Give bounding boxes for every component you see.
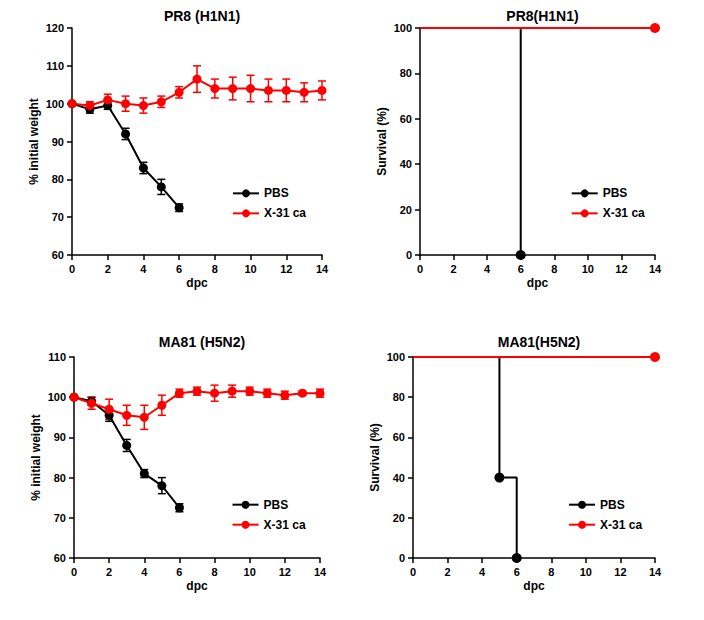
svg-text:12: 12 (614, 566, 626, 578)
svg-text:PBS: PBS (600, 498, 625, 512)
svg-text:60: 60 (400, 113, 412, 125)
svg-text:70: 70 (52, 211, 64, 223)
svg-text:14: 14 (649, 263, 662, 275)
svg-text:10: 10 (582, 263, 594, 275)
svg-text:12: 12 (279, 566, 291, 578)
svg-text:40: 40 (400, 158, 412, 170)
svg-text:6: 6 (176, 566, 182, 578)
svg-text:MA81 (H5N2): MA81 (H5N2) (159, 334, 245, 350)
svg-text:110: 110 (46, 60, 64, 72)
svg-text:12: 12 (280, 263, 292, 275)
svg-text:6: 6 (514, 566, 520, 578)
svg-text:0: 0 (417, 263, 423, 275)
svg-text:dpc: dpc (527, 276, 549, 290)
svg-text:Survival (%): Survival (%) (368, 423, 382, 492)
svg-text:60: 60 (54, 552, 66, 564)
svg-text:70: 70 (54, 512, 66, 524)
svg-text:PBS: PBS (603, 186, 628, 200)
svg-text:10: 10 (244, 566, 256, 578)
svg-text:100: 100 (394, 22, 412, 34)
svg-text:110: 110 (48, 351, 66, 363)
svg-text:14: 14 (316, 263, 329, 275)
svg-text:MA81(H5N2): MA81(H5N2) (498, 334, 580, 350)
svg-text:4: 4 (479, 566, 486, 578)
svg-text:8: 8 (212, 566, 218, 578)
svg-text:14: 14 (649, 566, 662, 578)
svg-text:4: 4 (484, 263, 491, 275)
svg-text:0: 0 (399, 552, 405, 564)
svg-text:6: 6 (176, 263, 182, 275)
svg-text:dpc: dpc (186, 276, 208, 290)
svg-text:X-31 ca: X-31 ca (600, 518, 642, 532)
svg-text:60: 60 (52, 249, 64, 261)
svg-text:100: 100 (46, 98, 64, 110)
svg-text:90: 90 (52, 136, 64, 148)
svg-text:10: 10 (580, 566, 592, 578)
svg-text:PBS: PBS (264, 186, 289, 200)
svg-text:% initial weight: % initial weight (29, 414, 43, 501)
svg-text:2: 2 (105, 263, 111, 275)
svg-text:4: 4 (141, 566, 148, 578)
svg-text:100: 100 (387, 351, 405, 363)
svg-text:0: 0 (71, 566, 77, 578)
svg-text:dpc: dpc (523, 579, 545, 593)
svg-text:12: 12 (615, 263, 627, 275)
svg-text:60: 60 (393, 431, 405, 443)
svg-text:20: 20 (400, 204, 412, 216)
svg-text:40: 40 (393, 472, 405, 484)
svg-text:90: 90 (54, 431, 66, 443)
svg-text:% initial weight: % initial weight (27, 98, 41, 185)
svg-text:8: 8 (548, 566, 554, 578)
svg-text:X-31 ca: X-31 ca (264, 518, 306, 532)
svg-text:14: 14 (314, 566, 327, 578)
svg-text:2: 2 (451, 263, 457, 275)
svg-text:2: 2 (445, 566, 451, 578)
svg-text:2: 2 (106, 566, 112, 578)
svg-text:8: 8 (212, 263, 218, 275)
svg-text:Survival (%): Survival (%) (375, 107, 389, 176)
svg-text:80: 80 (393, 391, 405, 403)
svg-text:80: 80 (400, 67, 412, 79)
svg-text:4: 4 (140, 263, 147, 275)
svg-text:0: 0 (410, 566, 416, 578)
svg-text:120: 120 (46, 22, 64, 34)
svg-text:X-31 ca: X-31 ca (264, 206, 306, 220)
svg-text:PR8(H1N1): PR8(H1N1) (506, 8, 578, 24)
svg-text:8: 8 (551, 263, 557, 275)
svg-text:PR8 (H1N1): PR8 (H1N1) (164, 8, 240, 24)
svg-text:80: 80 (52, 173, 64, 185)
svg-text:0: 0 (69, 263, 75, 275)
svg-text:dpc: dpc (186, 579, 208, 593)
svg-text:80: 80 (54, 472, 66, 484)
svg-text:X-31 ca: X-31 ca (603, 206, 645, 220)
svg-text:6: 6 (518, 263, 524, 275)
svg-text:PBS: PBS (264, 498, 289, 512)
svg-text:10: 10 (244, 263, 256, 275)
svg-text:100: 100 (48, 391, 66, 403)
svg-text:0: 0 (406, 249, 412, 261)
svg-text:20: 20 (393, 512, 405, 524)
